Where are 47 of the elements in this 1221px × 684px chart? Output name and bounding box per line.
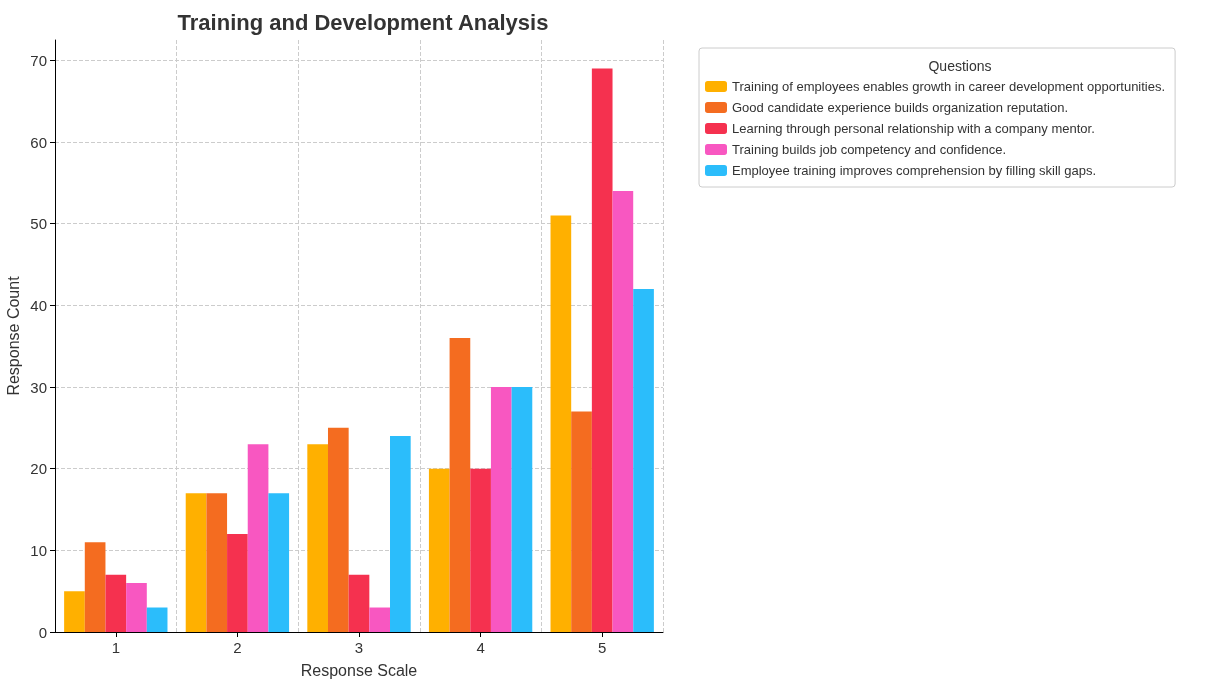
bar xyxy=(247,444,269,632)
y-tick-label: 70 xyxy=(30,51,47,69)
bar xyxy=(449,338,471,632)
bar xyxy=(227,534,248,632)
legend-label: Good candidate experience builds organization reputation. xyxy=(732,100,1069,115)
chart-title: Training and Development Analysis xyxy=(177,9,549,35)
bar xyxy=(348,574,370,632)
legend-title: Questions xyxy=(928,58,992,74)
bar xyxy=(612,191,634,632)
bar xyxy=(470,468,491,632)
bar xyxy=(428,468,450,632)
y-tick-label: 40 xyxy=(30,296,47,314)
y-tick-label: 20 xyxy=(30,460,47,478)
bar xyxy=(327,427,349,632)
bar xyxy=(105,574,127,632)
bar xyxy=(591,68,613,632)
bar xyxy=(206,493,228,632)
y-axis-title: Response Count xyxy=(4,275,22,396)
x-axis-title: Response Scale xyxy=(300,661,418,679)
bar xyxy=(369,607,391,632)
legend-label: Learning through personal relationship with a company mentor. xyxy=(732,121,1095,136)
x-tick-label: 5 xyxy=(598,639,607,656)
bar xyxy=(126,583,147,632)
x-tick-label: 1 xyxy=(111,639,120,656)
bar xyxy=(511,387,533,632)
bar xyxy=(390,436,411,632)
bar xyxy=(64,591,85,632)
bar xyxy=(490,387,512,632)
y-tick-label: 30 xyxy=(30,378,47,396)
bar xyxy=(84,542,106,632)
x-tick-label: 3 xyxy=(354,639,364,656)
bar xyxy=(185,493,207,632)
legend-label: Training of employees enables growth in career development opportunities. xyxy=(732,79,1166,94)
x-tick-label: 2 xyxy=(233,639,242,656)
bar xyxy=(268,493,290,632)
legend-label: Training builds job competency and confidence. xyxy=(732,142,1007,157)
y-tick-label: 60 xyxy=(30,133,47,151)
x-tick-label: 4 xyxy=(476,639,485,656)
y-tick-label: 0 xyxy=(38,623,47,641)
bar xyxy=(550,215,572,632)
bar xyxy=(571,411,592,632)
bar xyxy=(633,289,654,632)
y-tick-label: 50 xyxy=(30,215,47,233)
bar xyxy=(307,444,328,632)
bar xyxy=(146,607,168,632)
legend-label: Employee training improves comprehension by filling skill gaps. xyxy=(732,163,1097,178)
y-tick-label: 10 xyxy=(30,541,47,559)
